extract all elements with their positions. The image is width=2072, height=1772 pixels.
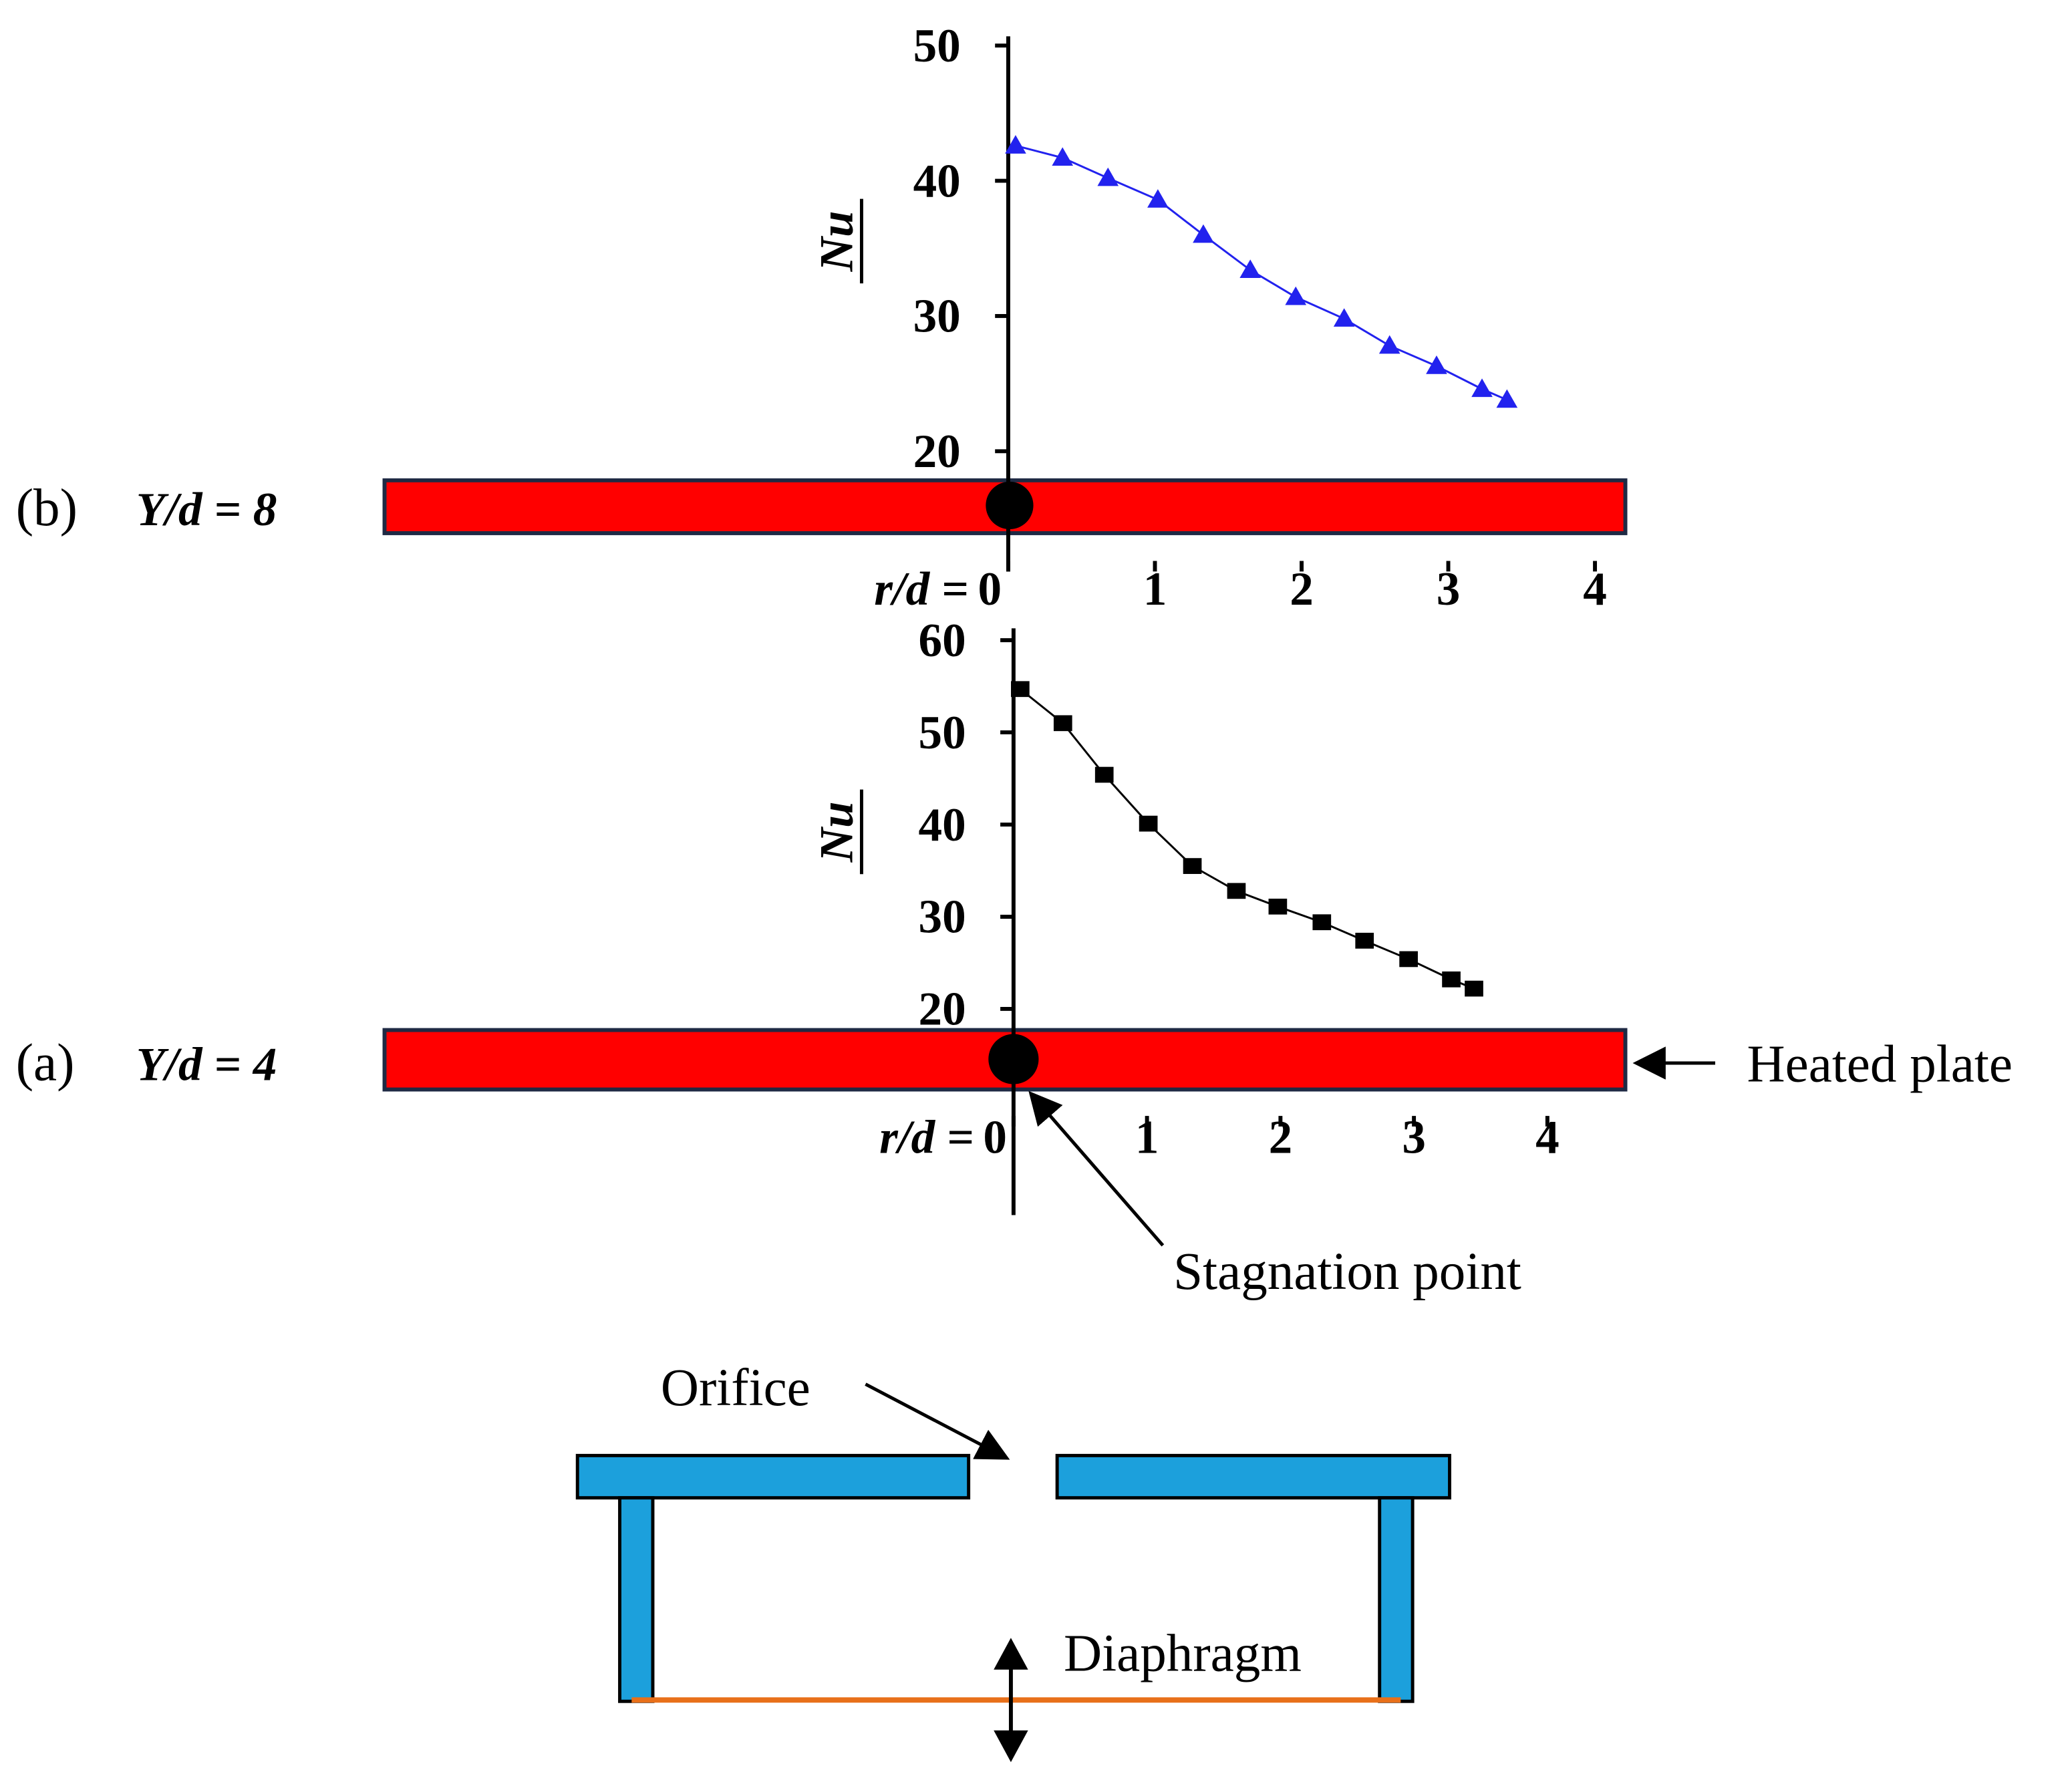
condition-label: Y/d = 8	[136, 484, 277, 536]
y-tick-label: 30	[918, 891, 966, 943]
cavity-wall	[618, 1496, 655, 1703]
panel-label: (a)	[16, 1034, 75, 1092]
x-tick-label: 1	[1143, 563, 1167, 615]
y-axis-label: Nu	[811, 210, 863, 272]
y-tick-label: 50	[918, 707, 966, 759]
marker	[1355, 932, 1374, 949]
x-tick-label: 0	[978, 563, 1002, 615]
marker	[1147, 189, 1169, 208]
cavity-wall	[1378, 1496, 1415, 1703]
marker	[1052, 147, 1074, 166]
y-tick-label: 50	[913, 20, 961, 72]
marker	[1442, 971, 1461, 988]
marker	[1426, 355, 1447, 374]
marker	[1285, 286, 1307, 305]
marker	[1227, 883, 1246, 899]
stagnation-dot	[986, 481, 1034, 530]
x-tick-label: 4	[1583, 563, 1607, 615]
y-tick-label: 40	[913, 155, 961, 207]
x-tick-label: 3	[1437, 563, 1461, 615]
marker	[1378, 335, 1400, 354]
marker	[1193, 224, 1214, 243]
marker	[1465, 980, 1483, 997]
x-tick-label: 2	[1290, 563, 1314, 615]
x-tick-label: 2	[1269, 1111, 1293, 1163]
marker	[1268, 898, 1288, 915]
x-tick-label: 4	[1535, 1111, 1560, 1163]
marker	[1496, 389, 1518, 408]
marker	[1399, 951, 1418, 968]
line	[1019, 688, 1475, 990]
marker	[1005, 135, 1026, 154]
stagnation-dot	[988, 1034, 1039, 1084]
y-tick-label: 20	[913, 426, 961, 478]
x-tick-label: 1	[1135, 1111, 1159, 1163]
marker	[1094, 766, 1114, 783]
label: Diaphragm	[1064, 1625, 1302, 1683]
condition-label: Y/d = 4	[136, 1039, 277, 1091]
y-axis-label: Nu	[811, 801, 863, 863]
marker	[1139, 815, 1158, 832]
marker	[1097, 167, 1119, 186]
marker	[1333, 308, 1355, 327]
marker	[1011, 681, 1030, 698]
y-tick-label: 20	[918, 984, 966, 1036]
label: Orifice	[661, 1359, 810, 1417]
orifice-plate	[575, 1453, 971, 1500]
y-tick-label: 40	[918, 799, 966, 851]
marker	[1471, 378, 1493, 398]
x-axis-label: r/d =	[879, 1111, 974, 1163]
y-tick-label: 30	[913, 291, 961, 343]
x-tick-label: 3	[1402, 1111, 1426, 1163]
arrow	[1028, 1090, 1165, 1247]
label: Heated plate	[1747, 1036, 2012, 1094]
panel-label: (b)	[16, 479, 78, 537]
orifice-plate	[1055, 1453, 1451, 1500]
x-axis-label: r/d =	[874, 563, 968, 615]
marker	[1239, 259, 1262, 279]
x-tick-label: 0	[983, 1111, 1007, 1163]
marker	[1053, 715, 1072, 732]
marker	[1183, 858, 1202, 874]
arrow-head	[994, 1638, 1028, 1763]
y-tick-label: 60	[918, 615, 966, 667]
label: Stagnation point	[1173, 1243, 1521, 1301]
marker	[1312, 914, 1332, 931]
arrow	[865, 1382, 1010, 1460]
